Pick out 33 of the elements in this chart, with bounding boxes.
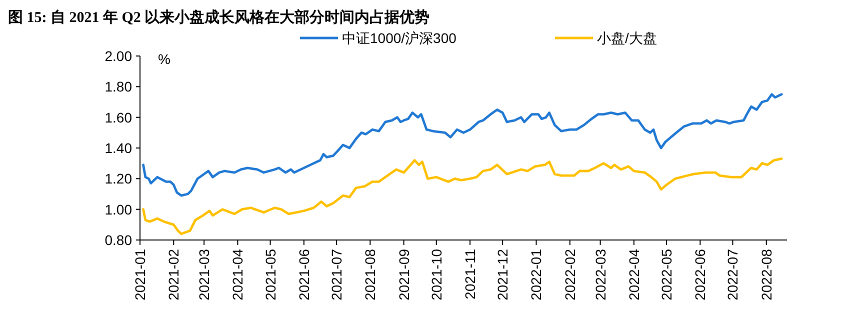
x-tick-label: 2021-02 xyxy=(166,248,182,300)
x-tick-label: 2021-10 xyxy=(428,248,444,300)
x-tick-label: 2022-07 xyxy=(724,248,741,300)
x-tick-label: 2021-09 xyxy=(396,248,412,300)
x-tick-label: 2021-08 xyxy=(362,248,378,300)
line-series xyxy=(142,93,783,197)
x-tick-label: 2022-06 xyxy=(692,248,708,300)
x-tick-label: 2022-05 xyxy=(658,248,674,300)
y-tick-label: 1.80 xyxy=(104,78,132,95)
x-tick-label: 2022-08 xyxy=(758,248,774,300)
y-tick-label: 0.80 xyxy=(104,232,132,248)
y-axis-title: % xyxy=(158,51,170,67)
y-tick-label: 1.40 xyxy=(104,140,132,156)
x-tick-label: 2021-11 xyxy=(462,248,478,300)
line-series xyxy=(142,158,783,236)
x-tick-label: 2021-04 xyxy=(230,248,246,300)
y-tick-label: 1.20 xyxy=(104,170,132,187)
legend-label: 中证1000/沪深300 xyxy=(342,30,457,46)
x-tick-label: 2022-02 xyxy=(562,248,578,300)
y-tick-label: 1.60 xyxy=(104,109,132,126)
y-tick-label: 1.00 xyxy=(104,201,132,218)
x-tick-label: 2022-03 xyxy=(592,248,608,300)
x-tick-label: 2021-05 xyxy=(262,248,278,300)
x-tick-label: 2021-12 xyxy=(494,248,511,300)
x-tick-label: 2021-03 xyxy=(196,248,212,300)
x-tick-label: 2022-01 xyxy=(528,248,544,300)
y-tick-label: 2.00 xyxy=(104,48,132,64)
chart-title: 图 15: 自 2021 年 Q2 以来小盘成长风格在大部分时间内占据优势 xyxy=(8,8,430,26)
legend-label: 小盘/大盘 xyxy=(597,30,657,46)
x-tick-label: 2021-07 xyxy=(328,248,344,300)
x-tick-label: 2021-01 xyxy=(132,248,148,300)
x-tick-label: 2022-04 xyxy=(626,248,642,300)
x-tick-label: 2021-06 xyxy=(296,248,312,300)
